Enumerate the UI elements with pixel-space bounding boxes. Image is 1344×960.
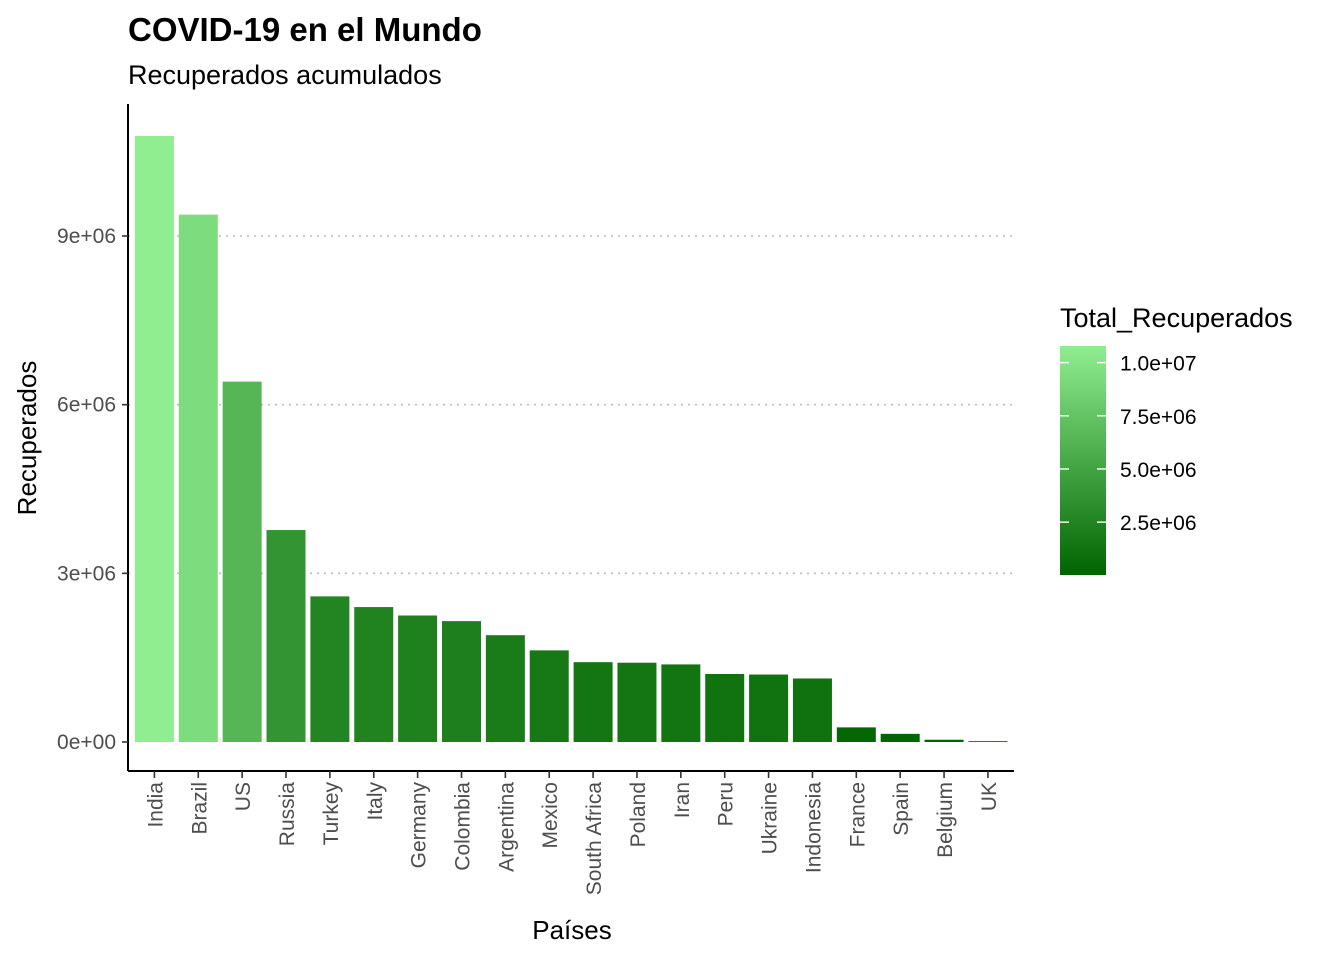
legend-tick-label: 7.5e+06 [1120,406,1197,429]
x-tick-label: Spain [890,782,913,836]
x-tick-label: UK [978,782,1001,811]
bar-mexico [529,650,569,742]
x-tick-label: Indonesia [802,782,825,873]
legend-tick-label: 1.0e+07 [1120,353,1197,376]
bar-peru [705,673,745,742]
x-tick-label: Peru [715,782,738,826]
x-tick-label: Ukraine [759,782,782,854]
bar-indonesia [792,678,832,742]
bar-poland [617,662,657,742]
x-tick-label: Colombia [451,782,474,871]
x-tick-label: Germany [408,782,431,869]
x-tick-label: India [144,782,167,828]
bar-turkey [310,596,350,742]
bar-germany [398,615,438,742]
y-axis-ticks: 0e+00 3e+06 6e+06 9e+06 [57,225,128,754]
x-tick-label: Mexico [539,782,562,849]
x-tick-label: US [232,782,255,811]
x-tick-label: France [846,782,869,847]
bar-iran [661,664,701,742]
x-tick-label: South Africa [583,782,606,896]
legend-tick-label: 2.5e+06 [1120,512,1197,535]
chart-title: COVID-19 en el Mundo [128,11,482,48]
x-tick-label: Italy [364,782,387,821]
legend-colorbar [1060,346,1106,575]
y-tick-label: 9e+06 [57,225,116,248]
y-tick-label: 0e+00 [57,731,116,754]
legend-title: Total_Recuperados [1060,303,1293,333]
x-tick-label: Argentina [495,782,518,872]
x-tick-label: Belgium [934,782,957,858]
legend-tick-label: 5.0e+06 [1120,459,1197,482]
legend-ticks: 1.0e+07 7.5e+06 5.0e+06 2.5e+06 [1060,353,1197,535]
x-tick-label: Turkey [320,782,343,846]
axes [127,104,1014,772]
bar-us [222,381,262,742]
x-axis-ticks: India Brazil US Russia Turkey Italy Germany Col… [144,771,1001,895]
bar-argentina [485,635,525,742]
bar-brazil [178,214,218,742]
chart-subtitle: Recuperados acumulados [128,60,442,90]
bars [134,135,1008,742]
x-tick-label: Poland [627,782,650,847]
bar-italy [354,607,394,742]
bar-colombia [441,621,481,742]
bar-belgium [924,739,964,742]
bar-france [836,727,876,742]
bar-russia [266,530,306,742]
y-axis-title: Recuperados [12,361,42,516]
y-tick-label: 6e+06 [57,394,116,417]
bar-south-africa [573,662,613,742]
y-tick-label: 3e+06 [57,562,116,585]
bar-india [134,135,174,742]
x-axis-title: Países [532,915,612,945]
x-tick-label: Russia [276,782,299,847]
bar-uk [968,741,1008,742]
x-tick-label: Brazil [188,782,211,835]
bar-spain [880,733,920,742]
bar-ukraine [749,674,789,742]
x-tick-label: Iran [671,782,694,818]
legend: Total_Recuperados 1.0e+07 7.5e+06 5.0e+06 2… [1060,303,1293,575]
